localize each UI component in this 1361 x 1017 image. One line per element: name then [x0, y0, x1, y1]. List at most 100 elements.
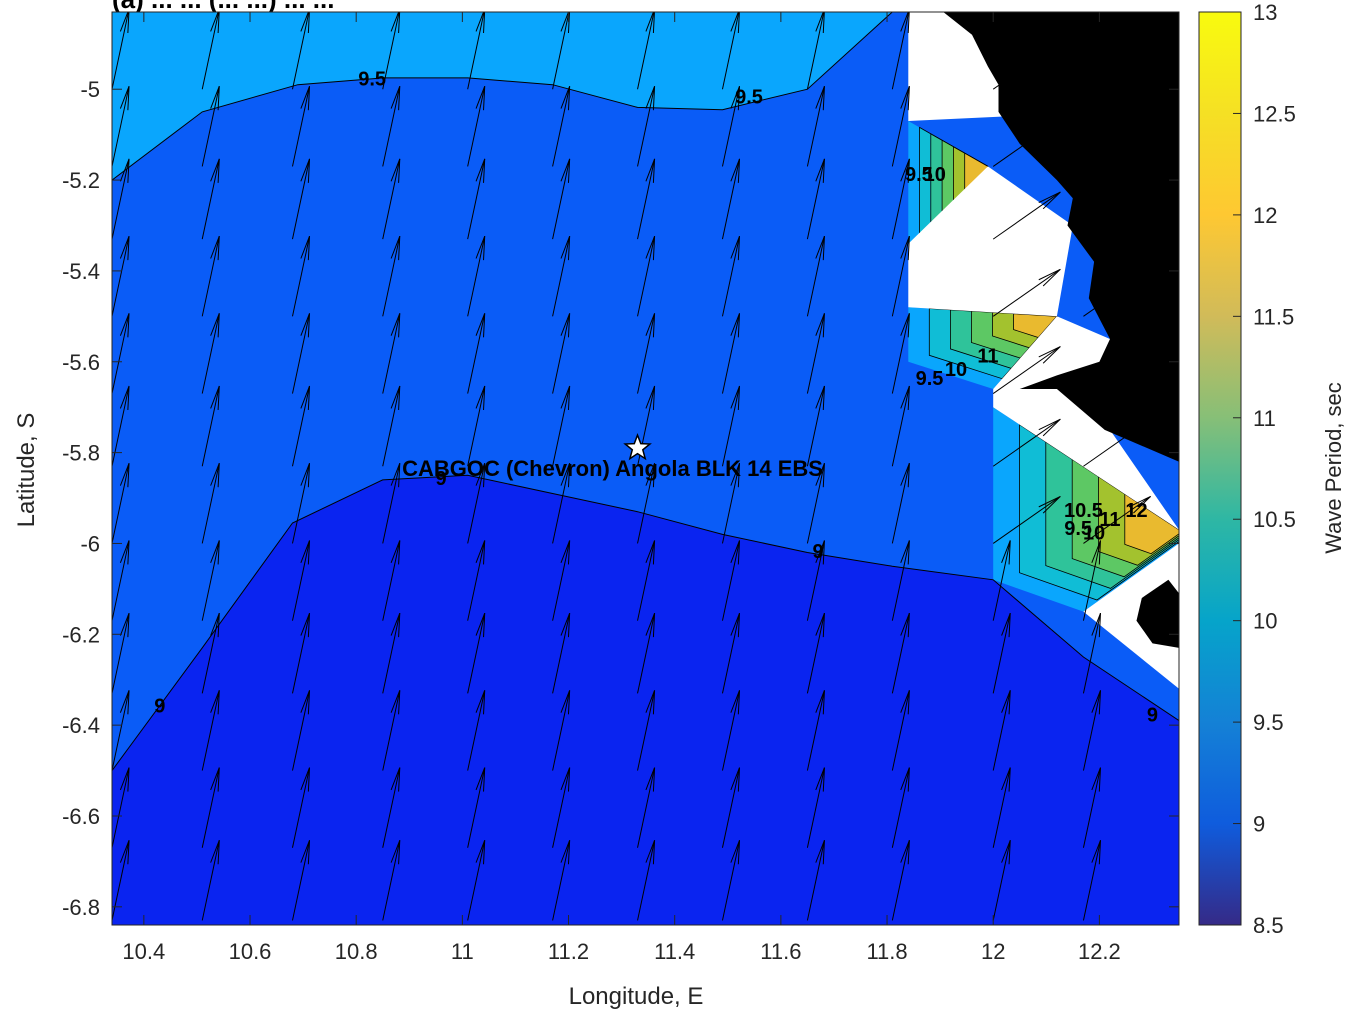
wave-vector-head [730, 840, 741, 865]
wave-vector [291, 540, 311, 621]
wave-vector [382, 236, 401, 317]
wave-vector-head [210, 463, 220, 488]
wave-vector [891, 840, 910, 921]
wave-vector-head [475, 86, 486, 111]
wave-vector-head [1038, 191, 1061, 210]
wave-vector [291, 767, 311, 848]
wave-vector-head [475, 840, 486, 865]
y-tick-label: -6.8 [62, 895, 100, 920]
wave-vector-head [1091, 690, 1101, 715]
wave-vector-head [900, 86, 910, 111]
wave-vector [552, 613, 571, 694]
wave-vector-head [815, 767, 825, 792]
wave-vector-head [900, 840, 910, 865]
wave-vector [467, 12, 469, 13]
colorbar-tick-label: 8.5 [1253, 913, 1284, 938]
wave-vector-head [119, 767, 130, 792]
wave-vector [382, 313, 401, 394]
wave-vector-head [475, 540, 486, 565]
wave-vector-head [645, 313, 656, 338]
wave-vector-head [900, 540, 910, 565]
wave-vector-head [730, 235, 741, 261]
wave-vector-head [560, 612, 571, 638]
wave-vector-head [210, 158, 220, 183]
wave-vector-head [1187, 540, 1196, 564]
wave-vector-head [560, 840, 571, 865]
wave-vector [637, 613, 656, 694]
wave-vector-head [1128, 495, 1151, 514]
wave-vector-head [560, 313, 571, 338]
wave-vector-head [300, 86, 311, 111]
wave-vector-head [730, 12, 740, 34]
wave-vector-head [119, 86, 130, 111]
wave-vector [291, 840, 311, 921]
wave-vector-head [560, 12, 571, 34]
contour-label: 11 [1099, 509, 1120, 531]
wave-vector [112, 12, 129, 90]
wave-vector [637, 463, 656, 544]
colorbar-label: Wave Period, sec [1321, 382, 1346, 554]
colorbar-ticks: 8.5 9 9.5 10 10.5 11 11.5 12 12.5 13 [1233, 0, 1296, 938]
wave-vector [721, 385, 741, 467]
wave-vector [992, 346, 1061, 394]
wave-vector [552, 767, 571, 848]
wave-vector [382, 540, 401, 621]
y-axis-label: Latitude, S [13, 413, 40, 528]
wave-vector [201, 767, 220, 848]
wave-vector [552, 158, 571, 240]
wave-vector [891, 540, 910, 621]
wave-vector-head [390, 612, 401, 638]
contour-label: 9.5 [905, 164, 933, 186]
wave-vector-head [645, 86, 656, 111]
wave-vector [1083, 191, 1151, 240]
wave-vector-head [645, 540, 656, 565]
wave-vector [201, 540, 220, 621]
wave-vector-head [475, 158, 486, 183]
wave-vector [201, 158, 220, 240]
wave-vector [1083, 418, 1151, 467]
contour-label: 9 [812, 541, 823, 563]
wave-vector-head [390, 313, 401, 338]
wave-vector-head [1001, 840, 1011, 865]
wave-vector [552, 86, 571, 167]
band-9.5-10 [112, 12, 893, 181]
wave-vector-head [645, 767, 656, 792]
y-tick-label: -5.4 [62, 259, 100, 284]
wave-vector-head [645, 612, 656, 638]
wave-vector [891, 385, 910, 467]
wave-vector-head [1038, 495, 1061, 514]
wave-vector-head [1038, 118, 1061, 137]
wave-vector-head [475, 385, 486, 411]
wave-vector-head [560, 385, 571, 411]
wave-vector-head [815, 86, 825, 111]
wave-vector-head [645, 463, 656, 488]
wave-vector [201, 12, 220, 90]
wave-vector-head [900, 690, 910, 715]
wave-vector-head [390, 690, 401, 715]
wave-vector [806, 385, 825, 467]
wave-vector [382, 385, 401, 467]
wave-vector-head [300, 235, 311, 261]
wave-vector-head [900, 463, 910, 488]
site-label: CABGOC (Chevron) Angola BLK 14 EBS [402, 456, 823, 481]
wave-vector-head [119, 540, 130, 565]
wave-vector [201, 385, 220, 467]
wave-vector [467, 767, 486, 848]
wave-vector [992, 41, 1061, 90]
wave-vector-head [645, 840, 656, 865]
band-below-9 [112, 475, 1179, 925]
wave-direction-vectors [112, 12, 1196, 921]
y-axis: -5 -5.2 -5.4 -5.6 -5.8 -6 -6.2 -6.4 -6.6 -6.8 [62, 77, 1179, 920]
x-tick-label: 12.2 [1078, 939, 1121, 964]
wave-vector-head [1038, 418, 1061, 437]
wave-vector-head [815, 313, 825, 338]
wave-vector [291, 236, 311, 317]
wave-vector-head [300, 313, 311, 338]
wave-vector-head [300, 463, 311, 488]
wave-vector [637, 12, 655, 90]
colorbar-tick-label: 11.5 [1253, 304, 1294, 329]
wave-vector-head [300, 690, 311, 715]
wave-vector [637, 690, 656, 771]
colorbar-tick-label: 9.5 [1253, 710, 1284, 735]
wave-vector [721, 463, 741, 544]
